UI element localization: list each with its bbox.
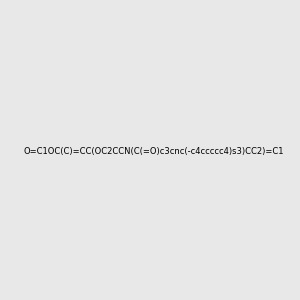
Text: O=C1OC(C)=CC(OC2CCN(C(=O)c3cnc(-c4ccccc4)s3)CC2)=C1: O=C1OC(C)=CC(OC2CCN(C(=O)c3cnc(-c4ccccc4… bbox=[23, 147, 284, 156]
